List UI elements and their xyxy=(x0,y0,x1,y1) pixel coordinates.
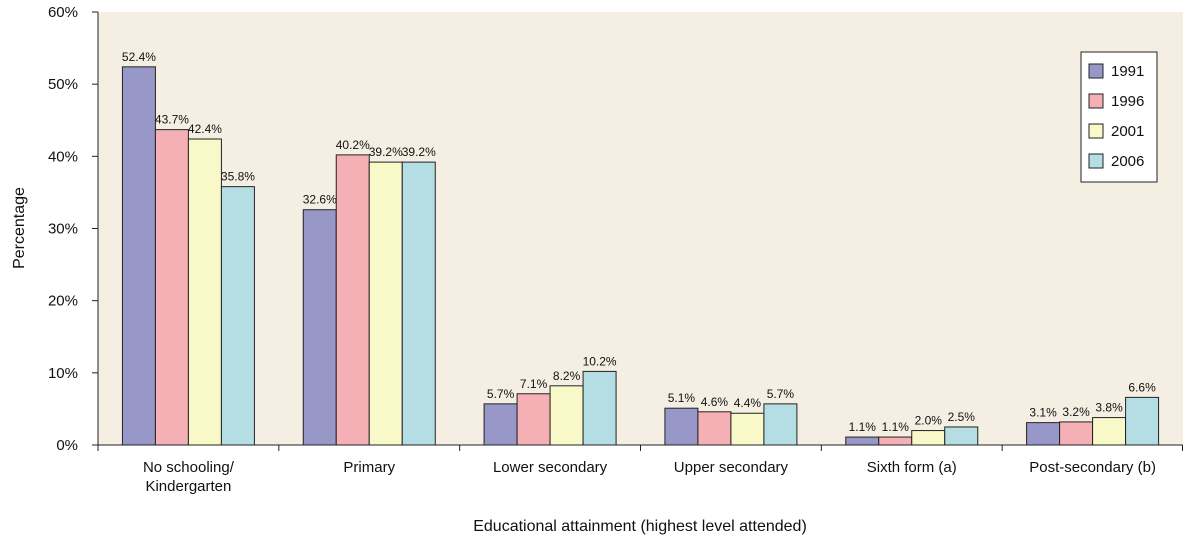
legend-swatch xyxy=(1088,63,1104,79)
legend-label: 2001 xyxy=(1111,123,1144,140)
x-tick-label: Sixth form (a) xyxy=(867,459,957,476)
x-tick-label: Lower secondary xyxy=(493,459,608,476)
legend-swatch xyxy=(1088,123,1104,139)
data-label: 1.1% xyxy=(849,420,877,434)
bar-1991 xyxy=(664,407,699,446)
bar-2006 xyxy=(1125,396,1160,446)
x-axis-title: Educational attainment (highest level at… xyxy=(473,518,807,535)
bar-2001 xyxy=(187,138,222,446)
data-label: 39.2% xyxy=(369,145,403,159)
bar-1996 xyxy=(878,436,913,446)
x-tick-label-line: Post-secondary (b) xyxy=(1029,459,1156,476)
y-tick-label: 50% xyxy=(48,76,78,93)
data-label: 4.4% xyxy=(734,396,762,410)
legend-label: 2006 xyxy=(1111,153,1144,170)
y-tick-label: 10% xyxy=(48,365,78,382)
data-label: 40.2% xyxy=(336,138,370,152)
bar-1991 xyxy=(302,209,337,446)
data-label: 3.2% xyxy=(1062,405,1090,419)
legend: 1991 1996 2001 2006 xyxy=(1080,51,1158,183)
y-tick-label: 0% xyxy=(56,437,78,454)
x-tick-label-line: Kindergarten xyxy=(145,478,231,495)
data-label: 39.2% xyxy=(402,145,436,159)
bar-1996 xyxy=(335,154,370,446)
bar-2006 xyxy=(944,426,979,446)
bar-2006 xyxy=(582,370,617,446)
data-label: 52.4% xyxy=(122,50,156,64)
bar-1996 xyxy=(154,129,189,446)
x-tick-label: Upper secondary xyxy=(674,459,789,476)
data-label: 2.5% xyxy=(948,410,976,424)
data-label: 10.2% xyxy=(583,354,617,368)
data-label: 7.1% xyxy=(520,377,548,391)
bar-1996 xyxy=(516,393,551,446)
bar-2001 xyxy=(911,430,946,446)
x-tick-label-line: Upper secondary xyxy=(674,459,789,476)
y-tick-label: 30% xyxy=(48,221,78,238)
data-label: 3.1% xyxy=(1029,406,1057,420)
plot-area xyxy=(98,12,1183,445)
bar-1996 xyxy=(1059,421,1094,446)
x-tick-label: No schooling/Kindergarten xyxy=(143,459,235,495)
data-label: 3.8% xyxy=(1095,401,1123,415)
data-label: 32.6% xyxy=(303,193,337,207)
y-axis-title: Percentage xyxy=(11,187,28,269)
data-label: 35.8% xyxy=(221,170,255,184)
y-tick-label: 20% xyxy=(48,293,78,310)
bar-1996 xyxy=(697,411,732,446)
bar-2006 xyxy=(220,186,255,446)
bars xyxy=(121,66,1160,446)
data-label: 5.7% xyxy=(767,387,795,401)
legend-label: 1991 xyxy=(1111,63,1144,80)
bar-2001 xyxy=(549,385,584,446)
data-label: 1.1% xyxy=(882,420,910,434)
data-label: 2.0% xyxy=(915,414,943,428)
bar-1991 xyxy=(845,436,880,446)
bar-2001 xyxy=(730,412,765,446)
data-label: 4.6% xyxy=(701,395,729,409)
x-tick-label-line: Primary xyxy=(343,459,395,476)
legend-label: 1996 xyxy=(1111,93,1144,110)
y-tick-label: 60% xyxy=(48,4,78,21)
bar-1991 xyxy=(121,66,156,446)
x-tick-label-line: Lower secondary xyxy=(493,459,608,476)
y-axis: 0% 10% 20% 30% 40% 50% 60% xyxy=(48,4,99,454)
x-tick-label-line: No schooling/ xyxy=(143,459,235,476)
bar-2006 xyxy=(763,403,798,446)
bar-1991 xyxy=(483,403,518,446)
data-label: 6.6% xyxy=(1128,380,1156,394)
data-label: 42.4% xyxy=(188,122,222,136)
x-tick-label: Post-secondary (b) xyxy=(1029,459,1156,476)
x-axis: No schooling/Kindergarten Primary Lower se… xyxy=(97,444,1183,495)
x-tick-label-line: Sixth form (a) xyxy=(867,459,957,476)
x-tick-label: Primary xyxy=(343,459,395,476)
bar-1991 xyxy=(1026,422,1061,446)
bar-2001 xyxy=(368,161,403,446)
data-label: 8.2% xyxy=(553,369,581,383)
data-labels: 52.4% 32.6% 5.7% 5.1% 1.1% 3.1% 43.7% 40.2% 7.1%… xyxy=(122,50,1156,434)
bar-2006 xyxy=(401,161,436,446)
y-tick-label: 40% xyxy=(48,148,78,165)
data-label: 5.7% xyxy=(487,387,515,401)
legend-swatch xyxy=(1088,153,1104,169)
data-label: 43.7% xyxy=(155,113,189,127)
legend-swatch xyxy=(1088,93,1104,109)
bar-2001 xyxy=(1092,417,1127,446)
data-label: 5.1% xyxy=(668,391,696,405)
